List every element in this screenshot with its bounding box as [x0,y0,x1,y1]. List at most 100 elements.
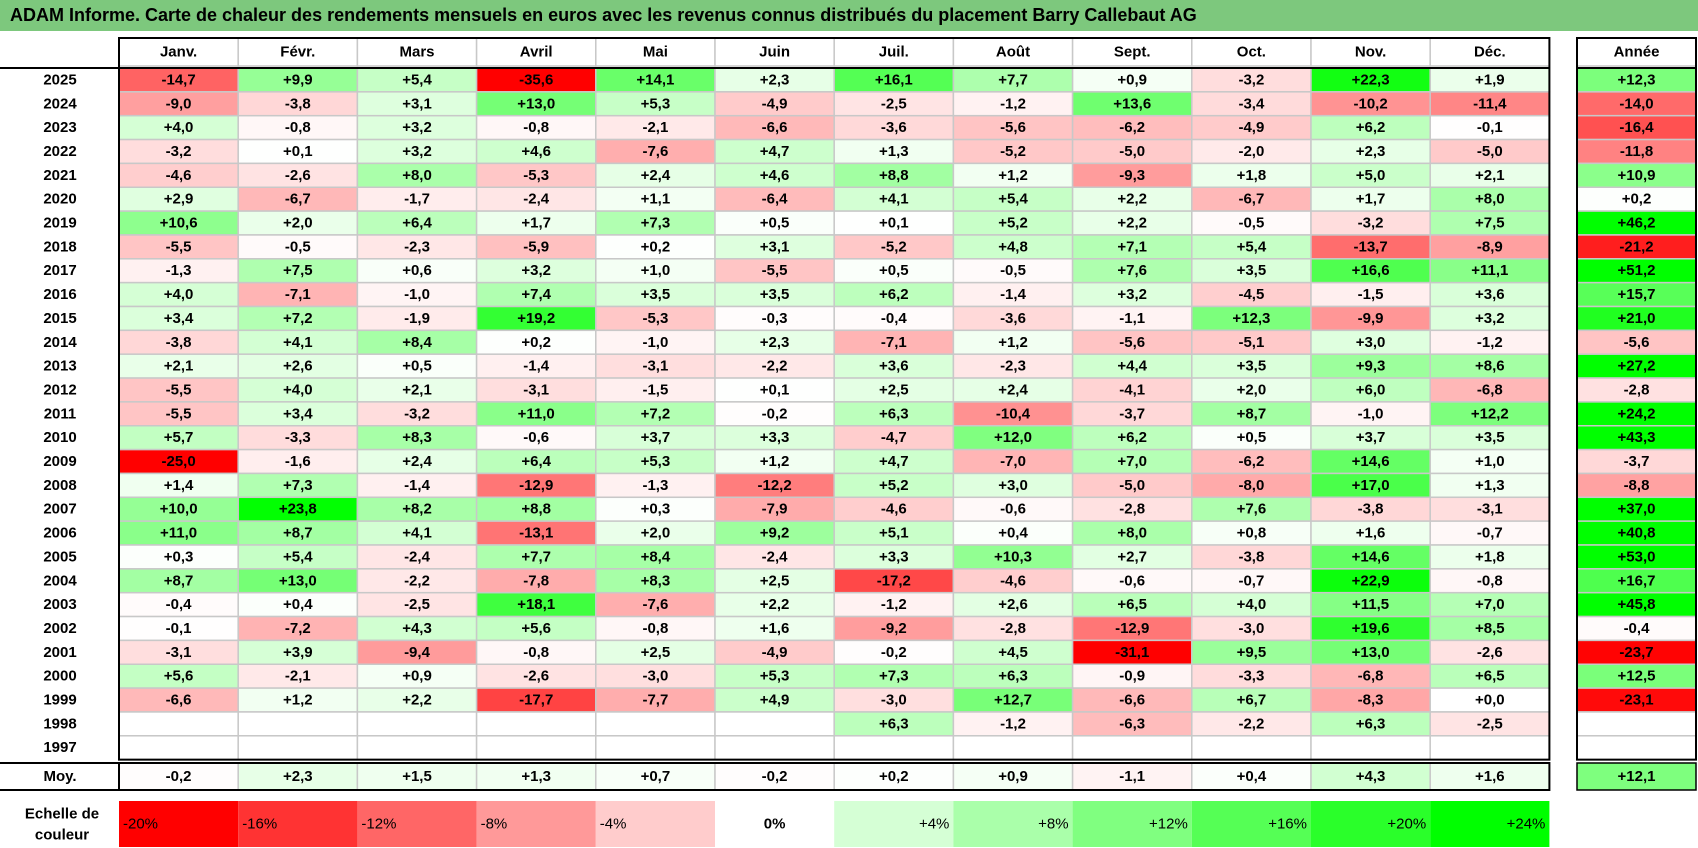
average-label: Moy. [43,768,76,785]
heatmap-cell-label: -4,9 [762,95,788,112]
heatmap-cell-label: +8,8 [521,501,551,518]
heatmap-cell-label: -3,6 [881,119,907,136]
average-cell-label: +1,5 [402,768,432,785]
heatmap-cell-label: +0,1 [283,143,313,160]
heatmap-cell [1191,735,1312,761]
heatmap-cell-label: +0,1 [879,215,909,232]
heatmap-cell-label: -3,2 [166,143,192,160]
heatmap-cell-label: +3,5 [1475,429,1505,446]
average-cell-label: +0,9 [998,768,1028,785]
heatmap-cell-label: -8,9 [1477,238,1503,255]
average-cell [475,762,597,791]
heatmap-cell-label: +1,4 [164,477,194,494]
annual-cell-label: -0,4 [1624,620,1651,637]
heatmap-cell-label: +2,6 [998,596,1028,613]
heatmap-cell-label: -3,0 [881,692,907,709]
heatmap-cell-label: -2,4 [762,548,789,565]
year-label: 2008 [43,477,76,494]
year-label: 2006 [43,525,76,542]
heatmap-cell-label: -0,2 [762,405,788,422]
heatmap-cell-label: +1,8 [1475,548,1505,565]
heatmap-cell-label: -1,2 [1000,95,1026,112]
heatmap-cell-label: +0,2 [641,238,671,255]
year-label: 1998 [43,715,76,732]
heatmap-cell-label: +9,5 [1237,644,1267,661]
heatmap-cell-label: +8,0 [1117,525,1147,542]
average-cell-label: -1,1 [1119,768,1145,785]
heatmap-cell-label: +1,2 [760,453,790,470]
heatmap-cell-label: -1,0 [1358,405,1384,422]
annual-cell-label: +10,9 [1618,167,1656,184]
heatmap-cell-label: +1,0 [641,262,671,279]
heatmap-cell-label: +7,1 [1117,238,1147,255]
heatmap-cell-label: +5,2 [879,477,909,494]
heatmap-cell-label: +4,7 [760,143,790,160]
heatmap-cell-label: -7,8 [523,572,549,589]
scale-step-label: -8% [481,816,508,833]
heatmap-cell-label: -1,4 [523,358,550,375]
heatmap-cell-label: +6,2 [1356,119,1386,136]
heatmap-cell-label: +7,3 [879,668,909,685]
heatmap-cell-label: -2,0 [1238,143,1264,160]
year-label: 2015 [43,310,76,327]
heatmap-cell-label: -1,2 [881,596,907,613]
heatmap-cell-label: -6,6 [166,692,192,709]
scale-step-label: -12% [361,816,396,833]
scale-step-label: +20% [1387,816,1426,833]
heatmap-cell-label: +7,0 [1475,596,1505,613]
annual-cell-label: -14,0 [1619,95,1653,112]
heatmap-cell-label: +3,2 [1117,286,1147,303]
annual-cell-label: +40,8 [1618,525,1656,542]
heatmap-cell [475,735,597,761]
heatmap-cell-label: -5,6 [1119,334,1145,351]
month-header-cell [833,37,955,67]
heatmap-cell-label: -4,5 [1238,286,1264,303]
month-header-label: Août [996,44,1030,61]
year-label: 2010 [43,429,76,446]
heatmap-cell-label: +7,7 [521,548,551,565]
heatmap-cell-label: -1,2 [1477,334,1503,351]
year-label: 2002 [43,620,76,637]
heatmap-cell-label: +4,0 [1237,596,1267,613]
heatmap-cell-label: +6,4 [521,453,551,470]
heatmap-cell-label: -2,4 [523,191,550,208]
heatmap-cell-label: -13,7 [1353,238,1387,255]
heatmap-cell-label: +6,3 [998,668,1028,685]
heatmap-cell-label: +0,5 [879,262,909,279]
heatmap-cell-label: +6,2 [879,286,909,303]
heatmap-cell-label: -5,2 [881,238,907,255]
heatmap-cell-label: +11,0 [518,405,555,422]
heatmap-cell-label: +5,2 [998,215,1028,232]
heatmap-cell-label: -2,6 [285,167,311,184]
heatmap-cell-label: +0,9 [1117,71,1147,88]
heatmap-cell-label: +0,8 [1237,525,1267,542]
month-header-label: Juil. [879,44,909,61]
heatmap-cell-label: +4,8 [998,238,1028,255]
month-header-cell [1310,37,1431,67]
heatmap-cell-label: -7,7 [642,692,668,709]
heatmap-cell-label: +2,0 [283,215,313,232]
heatmap-cell-label: -17,7 [519,692,553,709]
heatmap-cell-label: -6,7 [285,191,311,208]
heatmap-cell-label: -3,3 [1238,668,1264,685]
heatmap-cell-label: -9,0 [166,95,192,112]
heatmap-cell-label: +16,1 [875,71,913,88]
heatmap-cell-label: +13,0 [517,95,555,112]
scale-swatch [1430,801,1550,847]
heatmap-cell-label: -7,2 [285,620,311,637]
heatmap-cell-label: +2,4 [998,381,1028,398]
heatmap-cell-label: -5,5 [762,262,788,279]
heatmap-cell-label: +7,6 [1117,262,1147,279]
annual-border [1576,37,1697,761]
heatmap-cell-label: -5,0 [1119,477,1145,494]
year-label: 1997 [43,739,76,756]
heatmap-cell-label: -2,8 [1000,620,1026,637]
heatmap-cell-label: +4,3 [402,620,432,637]
heatmap-cell-label: -1,9 [404,310,430,327]
heatmap-cell-label: +6,5 [1117,596,1147,613]
heatmap-cell-label: +9,2 [760,525,790,542]
heatmap-cell-label: -2,3 [1000,358,1026,375]
heatmap-cell-label: +5,4 [1237,238,1267,255]
heatmap-cell-label: -1,1 [1119,310,1145,327]
